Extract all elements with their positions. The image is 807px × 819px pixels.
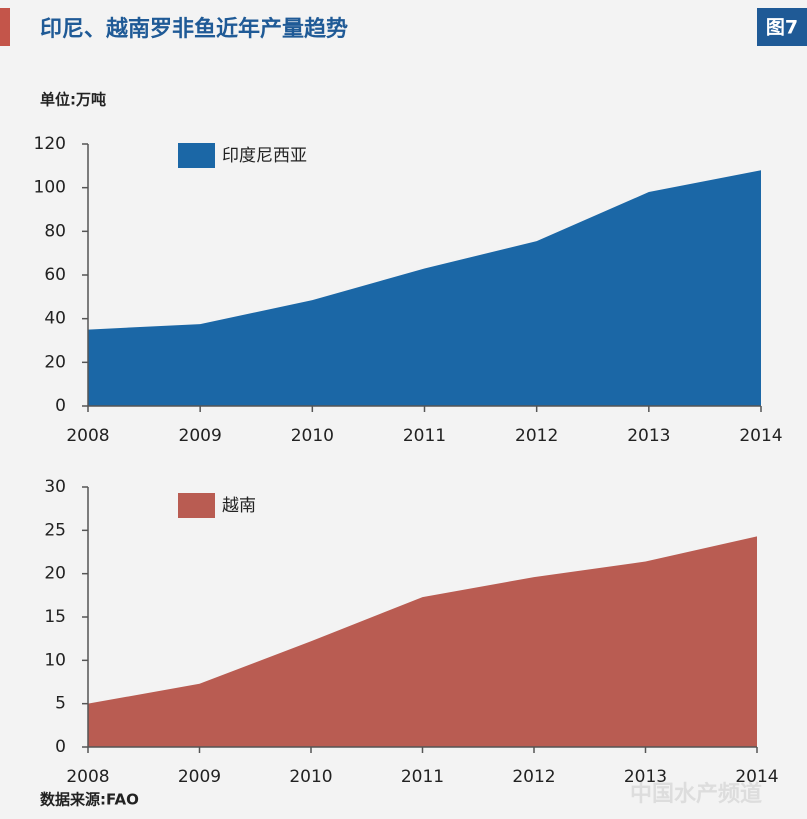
x-tick-label: 2010 <box>291 426 334 446</box>
source: 数据来源:FAO <box>40 791 139 809</box>
watermark: 中国水产频道 <box>630 781 762 807</box>
y-tick-label: 0 <box>55 737 66 757</box>
figure-label: 图7 <box>766 17 798 39</box>
y-tick-label: 100 <box>34 178 66 198</box>
x-tick-label: 2013 <box>627 426 670 446</box>
x-tick-label: 2013 <box>624 767 667 787</box>
x-tick-label: 2010 <box>289 767 332 787</box>
y-tick-label: 60 <box>44 265 66 285</box>
area <box>88 170 761 406</box>
legend-label: 印度尼西亚 <box>222 146 307 166</box>
y-tick-label: 80 <box>44 221 66 241</box>
y-tick-label: 15 <box>44 607 66 627</box>
x-tick-label: 2014 <box>739 426 782 446</box>
x-tick-label: 2011 <box>403 426 446 446</box>
y-tick-label: 40 <box>44 309 66 329</box>
y-tick-label: 0 <box>55 396 66 416</box>
x-tick-label: 2008 <box>66 767 109 787</box>
figure-badge <box>757 8 807 46</box>
y-tick-label: 10 <box>44 650 66 670</box>
area <box>88 536 757 747</box>
y-tick-label: 20 <box>44 352 66 372</box>
y-tick-label: 25 <box>44 520 66 540</box>
legend-swatch <box>178 143 215 168</box>
legend-swatch <box>178 493 215 518</box>
y-tick-label: 20 <box>44 564 66 584</box>
y-tick-label: 120 <box>34 134 66 154</box>
title-accent <box>0 8 10 46</box>
y-tick-label: 30 <box>44 477 66 497</box>
legend-label: 越南 <box>222 496 256 516</box>
unit-label: 单位:万吨 <box>40 91 106 109</box>
title: 印尼、越南罗非鱼近年产量趋势 <box>40 16 348 42</box>
x-tick-label: 2012 <box>515 426 558 446</box>
x-tick-label: 2008 <box>66 426 109 446</box>
x-tick-label: 2012 <box>512 767 555 787</box>
x-tick-label: 2009 <box>179 426 222 446</box>
x-tick-label: 2009 <box>178 767 221 787</box>
x-tick-label: 2014 <box>735 767 778 787</box>
x-tick-label: 2011 <box>401 767 444 787</box>
y-tick-label: 5 <box>55 694 66 714</box>
